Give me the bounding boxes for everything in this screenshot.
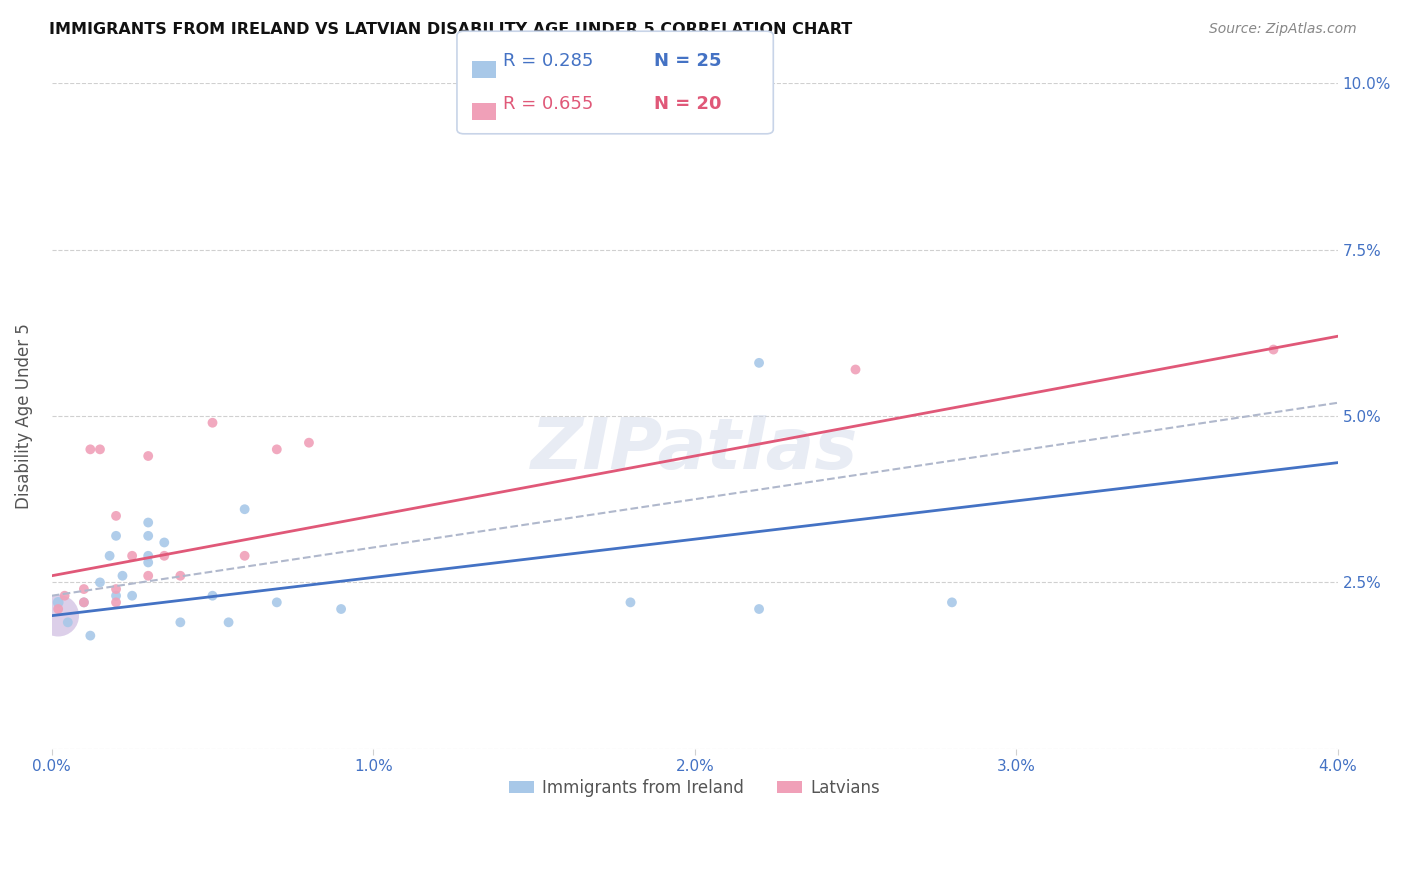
Point	[136, 568, 159, 582]
Point	[136, 556, 159, 570]
Point	[46, 608, 69, 623]
Text: R = 0.285: R = 0.285	[503, 52, 593, 70]
Point	[266, 442, 288, 457]
Point	[105, 582, 128, 596]
Point	[169, 615, 191, 630]
Point	[53, 589, 76, 603]
Point	[89, 575, 111, 590]
Point	[105, 529, 128, 543]
Point	[121, 549, 143, 563]
Point	[89, 442, 111, 457]
Point	[105, 595, 128, 609]
Text: IMMIGRANTS FROM IRELAND VS LATVIAN DISABILITY AGE UNDER 5 CORRELATION CHART: IMMIGRANTS FROM IRELAND VS LATVIAN DISAB…	[49, 22, 852, 37]
Point	[218, 615, 240, 630]
Legend: Immigrants from Ireland, Latvians: Immigrants from Ireland, Latvians	[502, 772, 887, 804]
Point	[169, 568, 191, 582]
Point	[46, 595, 69, 609]
Point	[619, 595, 641, 609]
Point	[153, 535, 176, 549]
Point	[330, 602, 353, 616]
Text: N = 25: N = 25	[654, 52, 721, 70]
Point	[201, 416, 224, 430]
Text: R = 0.655: R = 0.655	[503, 95, 593, 113]
Point	[201, 589, 224, 603]
Point	[136, 449, 159, 463]
Point	[298, 435, 321, 450]
Point	[748, 602, 770, 616]
Y-axis label: Disability Age Under 5: Disability Age Under 5	[15, 323, 32, 509]
Point	[748, 356, 770, 370]
Point	[136, 529, 159, 543]
Point	[121, 589, 143, 603]
Point	[233, 502, 256, 516]
Point	[233, 549, 256, 563]
Point	[941, 595, 963, 609]
Point	[111, 568, 134, 582]
Point	[136, 516, 159, 530]
Point	[98, 549, 121, 563]
Point	[73, 595, 96, 609]
Text: ZIPatlas: ZIPatlas	[531, 415, 859, 483]
Point	[79, 442, 101, 457]
Point	[73, 582, 96, 596]
Point	[266, 595, 288, 609]
Text: N = 20: N = 20	[654, 95, 721, 113]
Point	[73, 595, 96, 609]
Point	[153, 549, 176, 563]
Point	[46, 602, 69, 616]
Point	[136, 549, 159, 563]
Point	[56, 615, 79, 630]
Point	[844, 362, 866, 376]
Text: Source: ZipAtlas.com: Source: ZipAtlas.com	[1209, 22, 1357, 37]
Point	[105, 508, 128, 523]
Point	[79, 629, 101, 643]
Point	[105, 589, 128, 603]
Point	[1263, 343, 1285, 357]
